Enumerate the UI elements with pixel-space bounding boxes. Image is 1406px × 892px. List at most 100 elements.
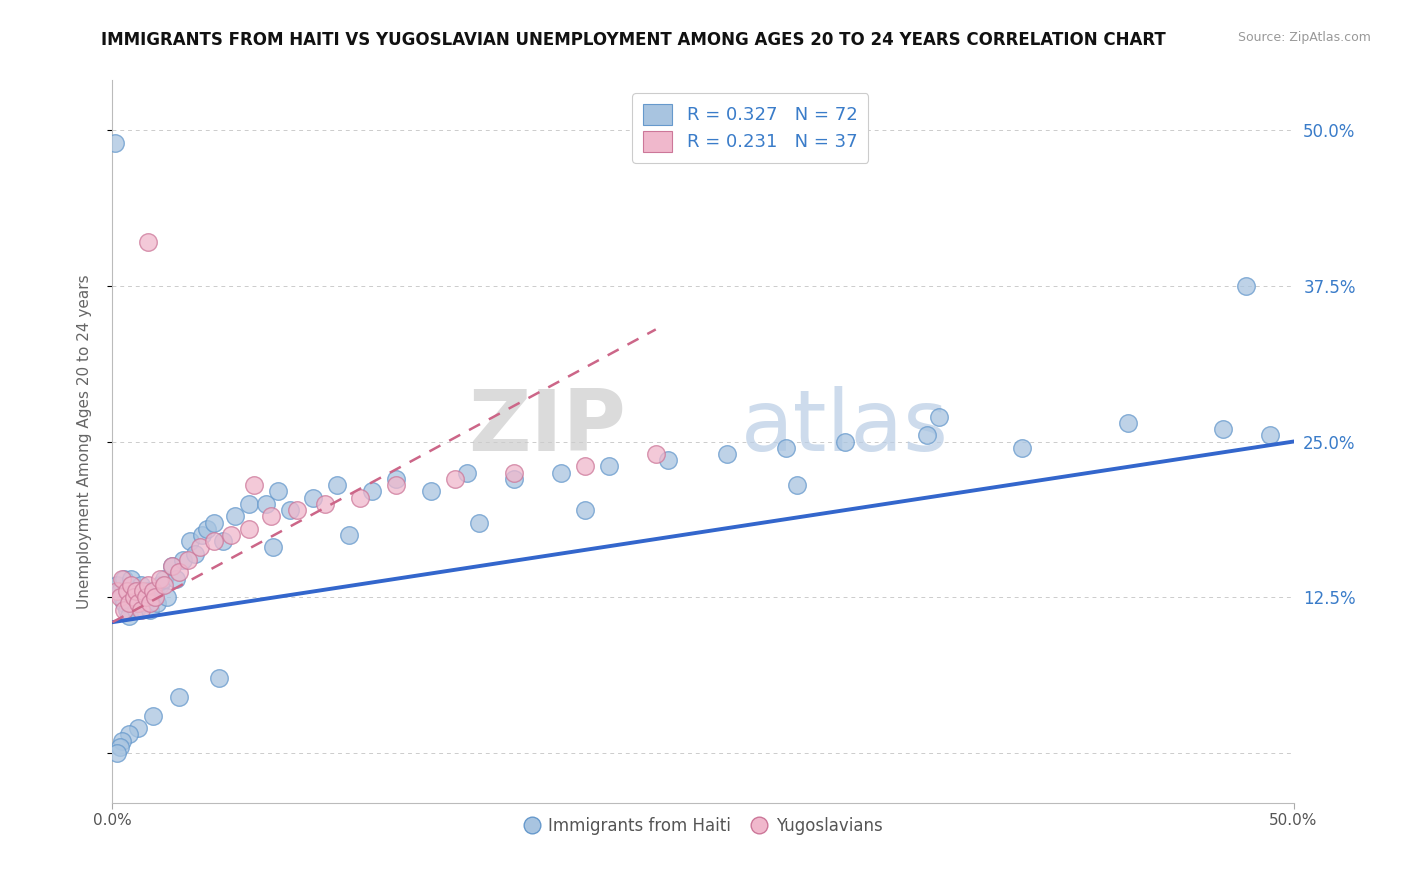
Point <box>111 591 134 605</box>
Point <box>127 597 149 611</box>
Point <box>112 603 135 617</box>
Point <box>112 597 135 611</box>
Point <box>657 453 679 467</box>
Point <box>143 591 166 605</box>
Point <box>444 472 467 486</box>
Point <box>118 609 141 624</box>
Point <box>917 428 939 442</box>
Point <box>156 591 179 605</box>
Point <box>135 597 157 611</box>
Point <box>177 553 200 567</box>
Point <box>598 459 620 474</box>
Point <box>104 136 127 150</box>
Point <box>125 603 148 617</box>
Text: Source: ZipAtlas.com: Source: ZipAtlas.com <box>1237 31 1371 45</box>
Point <box>125 584 148 599</box>
Point <box>775 441 797 455</box>
Point <box>349 491 371 505</box>
Point <box>1234 278 1257 293</box>
Point <box>127 721 149 735</box>
Point <box>254 497 277 511</box>
Point <box>149 572 172 586</box>
Point <box>105 746 128 760</box>
Point <box>208 671 231 685</box>
Point <box>118 727 141 741</box>
Point <box>143 584 166 599</box>
Y-axis label: Unemployment Among Ages 20 to 24 years: Unemployment Among Ages 20 to 24 years <box>77 274 91 609</box>
Point <box>302 491 325 505</box>
Point <box>361 484 384 499</box>
Point <box>574 459 596 474</box>
Point <box>118 584 141 599</box>
Point <box>172 553 194 567</box>
Point <box>184 547 207 561</box>
Point <box>149 578 172 592</box>
Point <box>385 478 408 492</box>
Point <box>1116 416 1139 430</box>
Point <box>202 516 225 530</box>
Text: IMMIGRANTS FROM HAITI VS YUGOSLAVIAN UNEMPLOYMENT AMONG AGES 20 TO 24 YEARS CORR: IMMIGRANTS FROM HAITI VS YUGOSLAVIAN UNE… <box>101 31 1166 49</box>
Point <box>115 584 138 599</box>
Point <box>285 503 308 517</box>
Point <box>146 597 169 611</box>
Legend: Immigrants from Haiti, Yugoslavians: Immigrants from Haiti, Yugoslavians <box>516 810 890 841</box>
Point <box>118 597 141 611</box>
Point <box>127 597 149 611</box>
Point <box>243 478 266 492</box>
Point <box>188 541 211 555</box>
Point <box>111 572 134 586</box>
Point <box>139 603 162 617</box>
Point <box>420 484 443 499</box>
Point <box>644 447 666 461</box>
Point <box>120 572 142 586</box>
Point <box>111 733 134 747</box>
Point <box>238 522 260 536</box>
Point <box>122 591 145 605</box>
Point <box>179 534 201 549</box>
Point <box>125 584 148 599</box>
Point <box>108 739 131 754</box>
Point <box>160 559 183 574</box>
Point <box>238 497 260 511</box>
Text: atlas: atlas <box>741 385 949 468</box>
Point <box>129 578 152 592</box>
Point <box>160 559 183 574</box>
Point <box>550 466 572 480</box>
Point <box>153 572 176 586</box>
Point <box>219 528 242 542</box>
Point <box>105 578 128 592</box>
Point <box>786 478 808 492</box>
Point <box>112 572 135 586</box>
Point <box>928 409 950 424</box>
Point <box>120 578 142 592</box>
Point <box>191 528 214 542</box>
Point <box>326 478 349 492</box>
Point <box>139 597 162 611</box>
Point <box>467 516 489 530</box>
Point <box>337 528 360 542</box>
Point <box>105 584 128 599</box>
Point <box>716 447 738 461</box>
Point <box>278 503 301 517</box>
Point <box>212 534 235 549</box>
Point <box>385 472 408 486</box>
Point <box>202 534 225 549</box>
Point <box>132 584 155 599</box>
Point <box>129 603 152 617</box>
Point <box>574 503 596 517</box>
Point <box>153 578 176 592</box>
Point <box>108 591 131 605</box>
Point <box>503 472 526 486</box>
Point <box>142 591 165 605</box>
Point <box>260 509 283 524</box>
Point <box>262 541 284 555</box>
Point <box>167 566 190 580</box>
Point <box>136 584 159 599</box>
Point <box>136 235 159 250</box>
Point <box>834 434 856 449</box>
Point <box>142 708 165 723</box>
Point <box>167 690 190 704</box>
Point <box>122 591 145 605</box>
Point <box>456 466 478 480</box>
Point <box>503 466 526 480</box>
